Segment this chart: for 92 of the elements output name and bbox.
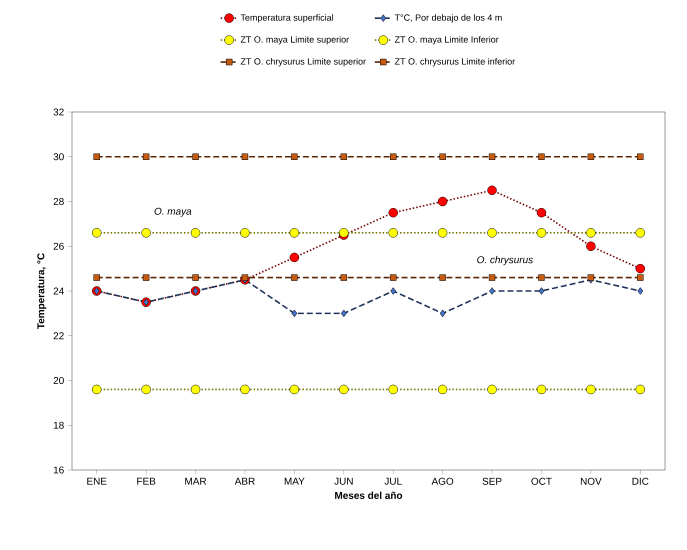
point <box>290 384 300 394</box>
point <box>536 228 546 238</box>
point <box>538 287 544 295</box>
y-tick-label: 18 <box>54 422 64 429</box>
point <box>290 252 300 262</box>
point <box>390 154 396 160</box>
point <box>240 384 250 394</box>
x-tick-label: AGO <box>432 478 454 485</box>
y-tick-label: 26 <box>54 242 64 250</box>
point <box>292 310 298 318</box>
legend-label: Temperatura superficial <box>240 14 334 23</box>
point <box>536 384 546 394</box>
point <box>487 186 497 196</box>
legend-label: ZT O. chrysurus Limite inferior <box>394 58 515 66</box>
point <box>586 242 596 251</box>
point <box>636 264 646 274</box>
x-axis-title: Meses del año <box>335 492 402 499</box>
point <box>142 274 150 281</box>
point <box>637 287 644 295</box>
point <box>192 154 199 160</box>
point <box>438 228 448 238</box>
point <box>141 228 151 238</box>
point <box>291 154 298 160</box>
point <box>586 384 596 394</box>
point <box>141 384 151 394</box>
point <box>390 274 396 281</box>
point <box>92 228 102 238</box>
x-tick-label: ENE <box>87 478 107 485</box>
y-tick-label: 16 <box>54 466 64 474</box>
point <box>291 274 298 281</box>
point <box>538 154 545 160</box>
point <box>438 384 448 394</box>
annotation: O. maya <box>154 208 192 217</box>
point <box>190 384 200 394</box>
point <box>92 384 102 394</box>
point <box>93 154 100 160</box>
point <box>340 274 348 281</box>
point <box>586 228 596 238</box>
point <box>637 154 644 160</box>
x-tick-label: DIC <box>632 478 648 485</box>
point <box>290 228 300 238</box>
point <box>242 154 248 160</box>
point <box>93 274 100 281</box>
point <box>438 196 448 206</box>
point <box>340 154 348 160</box>
x-tick-label: SEP <box>482 478 502 485</box>
point <box>339 384 349 394</box>
point <box>388 208 398 218</box>
point <box>192 274 199 281</box>
x-tick-label: FEB <box>137 478 156 485</box>
legend-label: ZT O. maya Limite Inferior <box>394 36 499 44</box>
point <box>487 384 497 394</box>
x-tick-label: MAY <box>284 478 305 485</box>
y-tick-label: 28 <box>54 198 64 206</box>
point <box>636 384 646 394</box>
point <box>588 154 594 160</box>
x-tick-label: OCT <box>531 478 552 485</box>
point <box>340 310 347 318</box>
legend-label: ZT O. chrysurus Limite superior <box>240 58 366 66</box>
point <box>488 154 496 160</box>
point <box>190 228 200 238</box>
x-tick-label: ABR <box>234 478 255 485</box>
point <box>439 274 446 281</box>
point <box>489 287 495 295</box>
annotation: O. chrysurus <box>477 256 533 266</box>
legend-label: T°C, Por debajo de los 4 m <box>394 14 502 23</box>
point <box>440 310 446 318</box>
point <box>242 274 248 281</box>
point <box>439 154 446 160</box>
y-axis-title: Temperatura, °C <box>37 253 46 330</box>
point <box>390 287 396 295</box>
y-tick-label: 32 <box>54 108 64 116</box>
y-tick-label: 20 <box>54 376 64 384</box>
point <box>538 274 545 281</box>
x-tick-label: MAR <box>185 478 206 485</box>
point <box>142 154 150 160</box>
x-tick-label: NOV <box>580 478 602 485</box>
point <box>636 228 646 238</box>
y-tick-label: 22 <box>54 332 64 340</box>
point <box>388 384 398 394</box>
y-tick-label: 24 <box>54 288 64 294</box>
x-tick-label: JUL <box>384 478 402 485</box>
point <box>536 208 546 218</box>
point <box>388 228 398 238</box>
y-tick-label: 30 <box>54 153 64 160</box>
point <box>637 274 644 281</box>
point <box>487 228 497 238</box>
x-tick-label: JUN <box>334 478 353 485</box>
legend-label: ZT O. maya Limite superior <box>240 36 349 44</box>
point <box>588 274 594 281</box>
point <box>240 228 250 238</box>
point <box>488 274 496 281</box>
